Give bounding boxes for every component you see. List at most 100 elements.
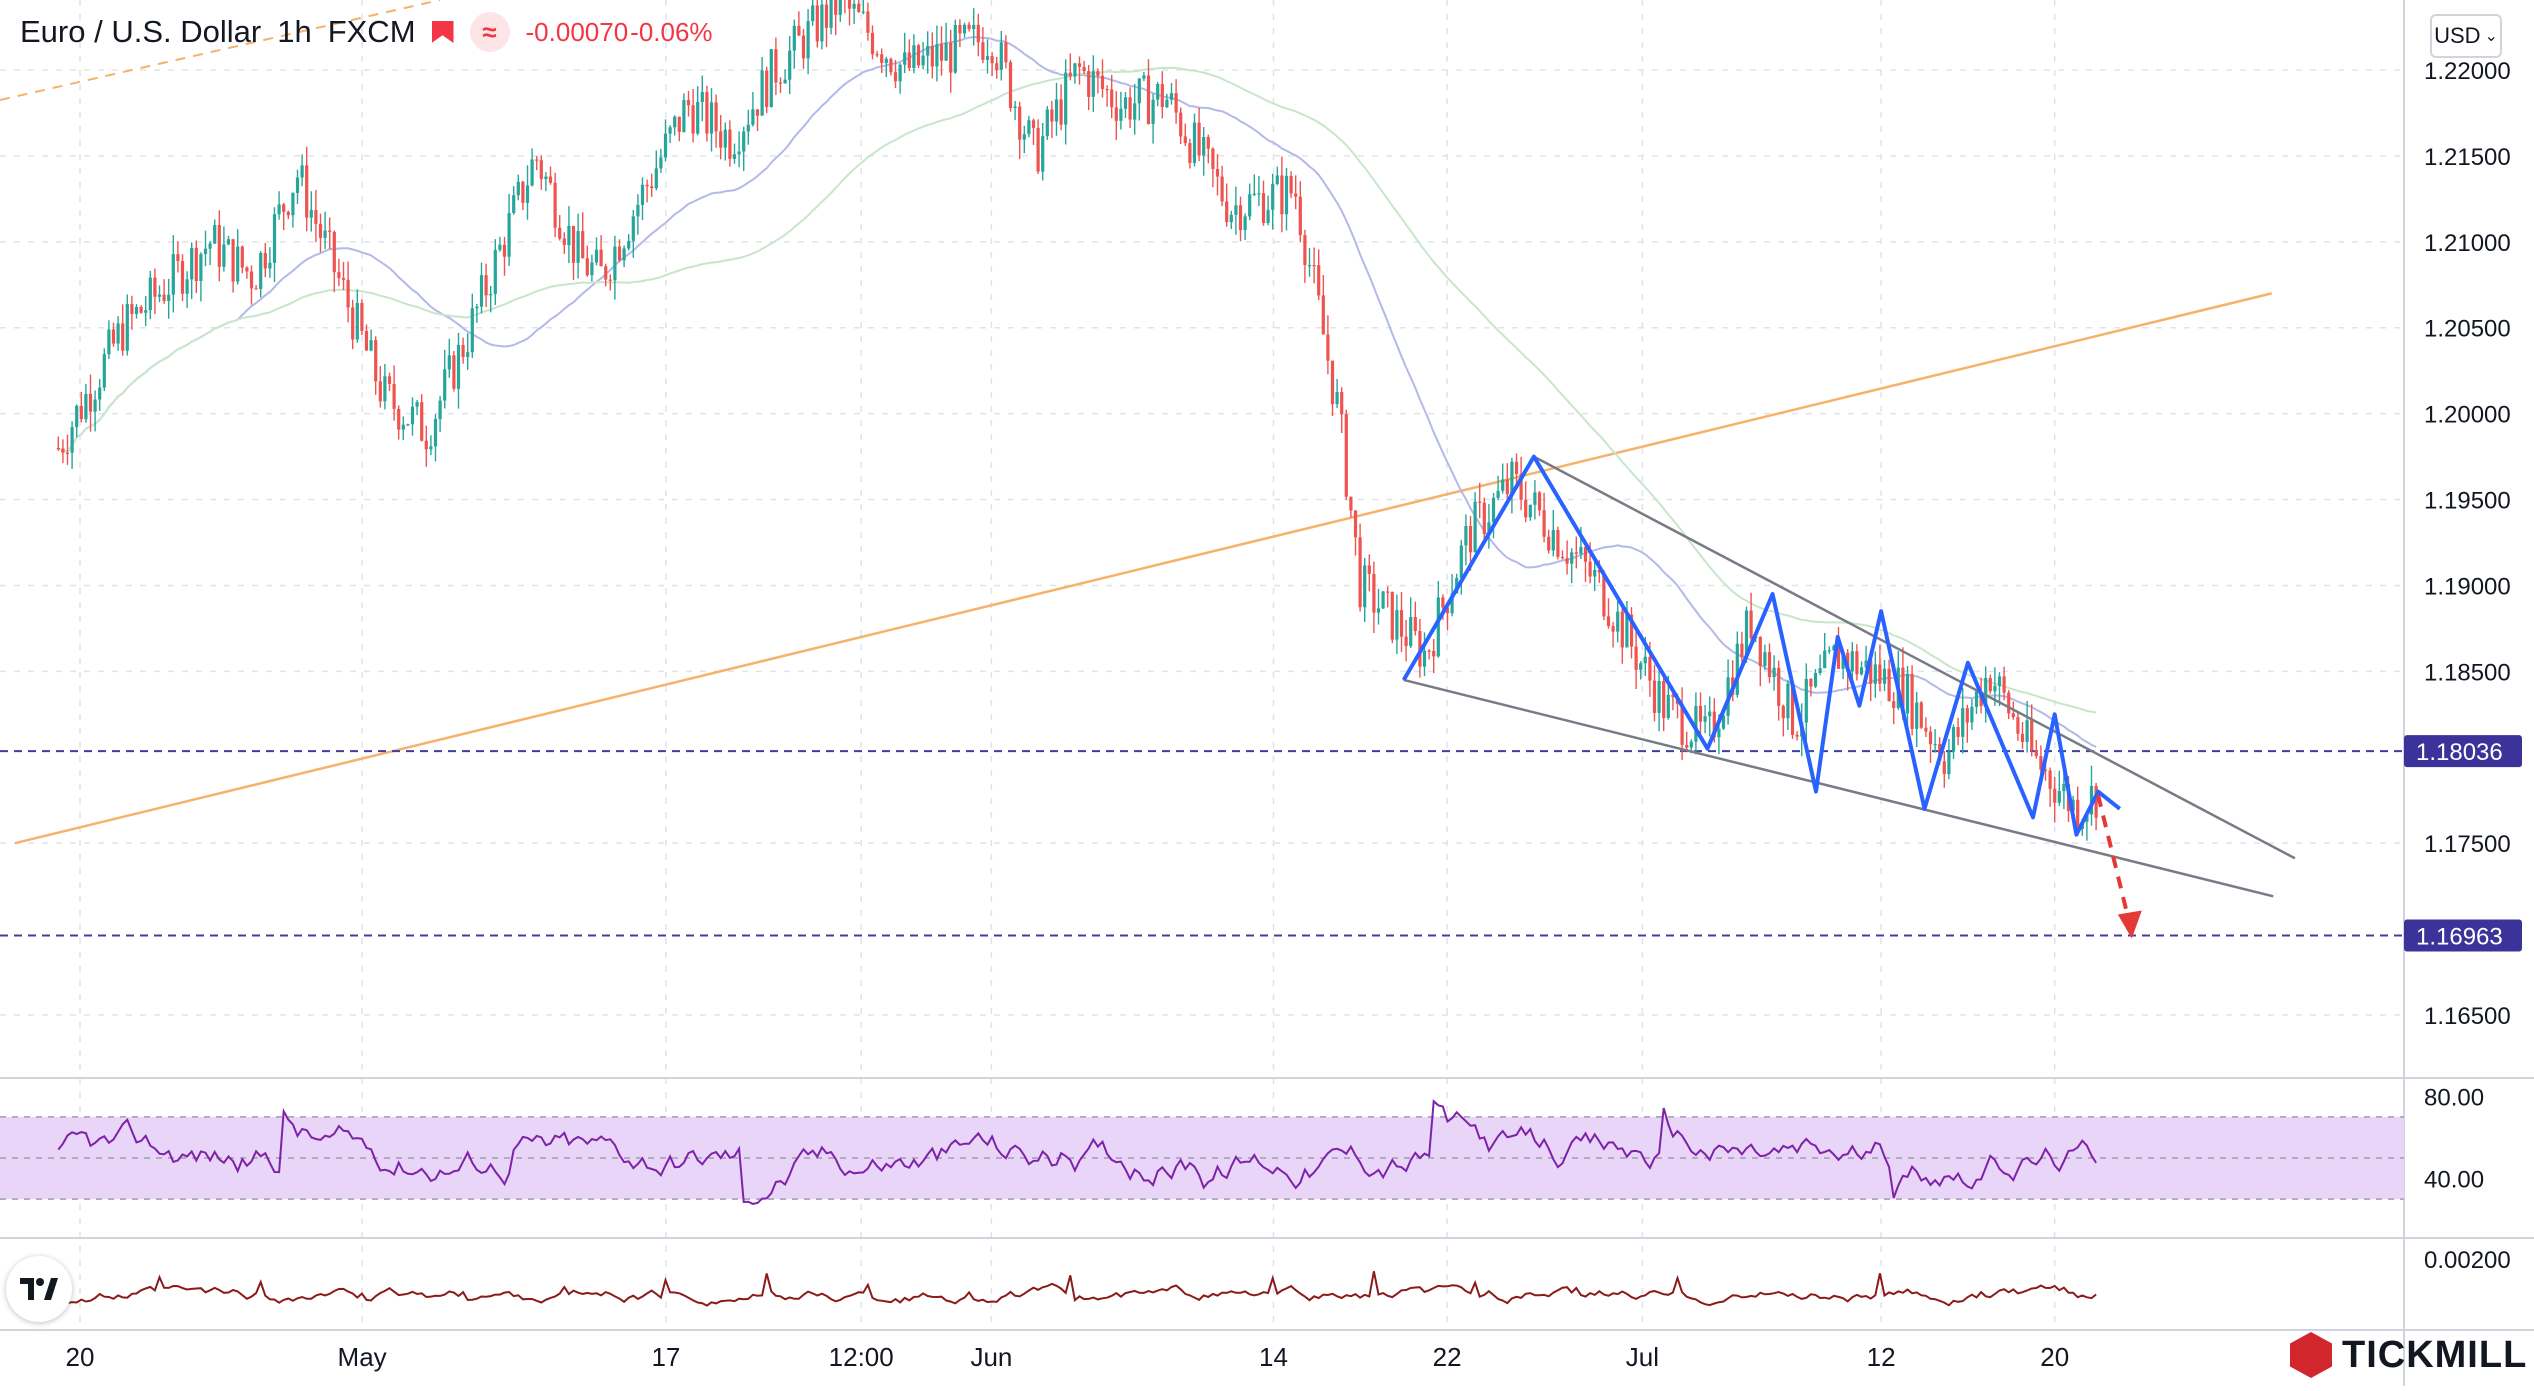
candle-body	[88, 393, 93, 412]
candle-body	[1289, 175, 1293, 194]
candle-body	[723, 129, 727, 148]
candle-body	[1050, 109, 1054, 122]
candle-body	[1294, 193, 1298, 197]
candle-body	[1671, 694, 1675, 698]
currency-button[interactable]: USD ⌄	[2430, 14, 2502, 58]
candle-body	[1988, 677, 1992, 692]
moving-average-slow	[57, 66, 2097, 714]
candle-body	[56, 448, 60, 450]
candle-body	[1372, 573, 1376, 613]
candle-body	[516, 181, 520, 196]
candle-body	[369, 340, 373, 351]
candle-body	[1721, 715, 1726, 729]
candle-body	[148, 277, 152, 311]
candle-body	[1036, 127, 1040, 172]
candle-body	[1054, 99, 1059, 122]
candle-body	[1468, 525, 1473, 553]
tradingview-logo-icon[interactable]	[6, 1256, 72, 1322]
candle-body	[1629, 614, 1634, 647]
candle-body	[719, 131, 723, 148]
candle-body	[1303, 235, 1307, 266]
price-tick-label: 1.16500	[2424, 1003, 2511, 1030]
wave-icon[interactable]: ≈	[469, 12, 510, 52]
candle-body	[714, 102, 718, 132]
candle-body	[788, 50, 792, 80]
candle-body	[608, 279, 612, 281]
time-tick-label: 20	[66, 1342, 95, 1372]
candle-body	[1643, 656, 1647, 664]
candle-body	[1823, 650, 1827, 669]
candle-body	[328, 230, 332, 232]
price-tick-label: 1.17500	[2424, 831, 2511, 858]
candle-body	[1183, 136, 1187, 144]
candle-body	[1133, 103, 1137, 120]
candle-body	[1464, 525, 1468, 546]
candle-body	[424, 440, 428, 450]
candle-body	[199, 254, 203, 281]
price-tick-label: 1.18500	[2424, 659, 2511, 686]
candle-body	[1478, 501, 1482, 503]
candle-body	[429, 446, 433, 450]
candle-body	[1869, 660, 1873, 684]
symbol-title: Euro / U.S. Dollar	[20, 14, 262, 49]
candle-body	[972, 24, 976, 30]
candle-body	[249, 271, 254, 289]
candle-body	[259, 252, 263, 289]
candle-body	[544, 176, 548, 180]
candle-body	[2039, 756, 2043, 770]
candle-body	[1298, 196, 1302, 236]
candle-body	[1547, 536, 1551, 551]
candle-body	[456, 344, 461, 389]
candle-body	[1358, 537, 1362, 608]
candle-body	[916, 45, 921, 66]
candle-body	[139, 306, 143, 313]
candle-body	[1951, 727, 1956, 752]
candle-body	[1841, 652, 1845, 669]
candle-body	[475, 306, 479, 309]
candle-body	[1188, 143, 1192, 163]
candle-body	[1284, 175, 1289, 215]
candle-body	[558, 227, 562, 239]
candle-body	[1349, 496, 1353, 511]
candle-body	[1961, 708, 1965, 737]
price-tick-label: 1.19500	[2424, 488, 2511, 515]
candle-body	[176, 254, 180, 262]
candle-body	[1473, 501, 1477, 553]
candle-body	[824, 4, 829, 28]
candle-body	[907, 52, 911, 69]
candle-body	[594, 249, 599, 263]
candle-body	[1151, 99, 1155, 125]
candle-body	[755, 109, 760, 116]
candle-body	[1744, 610, 1749, 658]
candle-body	[1602, 572, 1606, 617]
candle-body	[1427, 650, 1431, 652]
candle-body	[2053, 788, 2057, 803]
candle-body	[829, 0, 833, 28]
candle-body	[75, 405, 79, 428]
price-axis: 1.22000 1.21500 1.21000 1.20500 1.20000 1.195…	[2404, 58, 2522, 1030]
candle-body	[774, 49, 778, 83]
rsi-line	[57, 1099, 2097, 1205]
candle-body	[1910, 673, 1914, 729]
candle-body	[1689, 741, 1693, 748]
candle-body	[958, 24, 962, 34]
flag-icon[interactable]	[431, 21, 454, 43]
forecast-arrow-line	[2096, 794, 2132, 926]
candle-body	[1114, 107, 1118, 121]
zigzag-pattern	[1401, 454, 2122, 837]
candle-body	[1703, 716, 1707, 722]
time-tick-label: 20	[2040, 1342, 2069, 1372]
candle-body	[1064, 72, 1068, 125]
candle-body	[318, 223, 323, 238]
candle-body	[1519, 473, 1523, 500]
candle-body	[939, 44, 944, 61]
candle-body	[898, 64, 902, 82]
candle-body	[392, 383, 396, 409]
candle-body	[107, 329, 111, 355]
symbol-legend[interactable]: Euro / U.S. Dollar 1h FXCM ≈ -0.00070 -0…	[20, 12, 727, 52]
candle-body	[1091, 71, 1095, 97]
interval-label[interactable]: 1h	[277, 14, 312, 49]
candle-body	[1666, 694, 1670, 719]
